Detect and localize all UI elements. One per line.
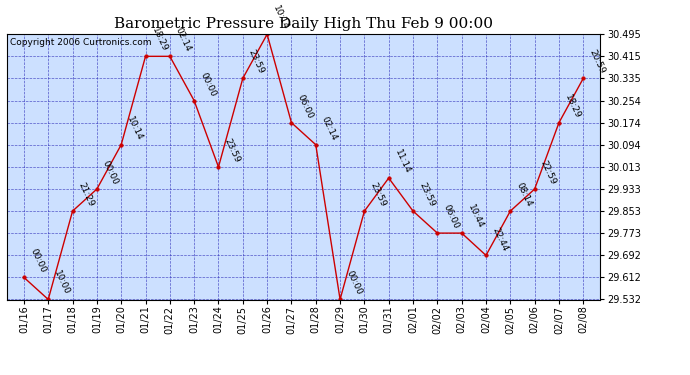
Text: 08:14: 08:14 [515, 181, 533, 208]
Text: 06:00: 06:00 [442, 203, 461, 230]
Text: 22:44: 22:44 [490, 226, 509, 253]
Title: Barometric Pressure Daily High Thu Feb 9 00:00: Barometric Pressure Daily High Thu Feb 9… [114, 17, 493, 31]
Text: 00:00: 00:00 [344, 269, 364, 297]
Text: 10:44: 10:44 [466, 203, 485, 230]
Text: 22:59: 22:59 [539, 159, 558, 186]
Text: 23:59: 23:59 [247, 48, 266, 76]
Text: 23:59: 23:59 [417, 181, 436, 208]
Text: 02:14: 02:14 [320, 115, 339, 142]
Text: Copyright 2006 Curtronics.com: Copyright 2006 Curtronics.com [10, 38, 151, 47]
Text: 11:14: 11:14 [393, 148, 412, 175]
Text: 23:59: 23:59 [368, 181, 388, 208]
Text: 10:14: 10:14 [271, 4, 290, 32]
Text: 23:59: 23:59 [223, 137, 241, 164]
Text: 21:29: 21:29 [77, 181, 96, 208]
Text: 10:14: 10:14 [126, 115, 144, 142]
Text: 00:00: 00:00 [101, 159, 120, 186]
Text: 06:00: 06:00 [295, 93, 315, 120]
Text: 00:00: 00:00 [28, 248, 47, 274]
Text: 02:14: 02:14 [174, 27, 193, 54]
Text: 20:59: 20:59 [587, 48, 607, 76]
Text: 18:29: 18:29 [563, 93, 582, 120]
Text: 10:00: 10:00 [52, 269, 72, 297]
Text: 00:00: 00:00 [198, 70, 217, 98]
Text: 18:29: 18:29 [150, 26, 169, 54]
